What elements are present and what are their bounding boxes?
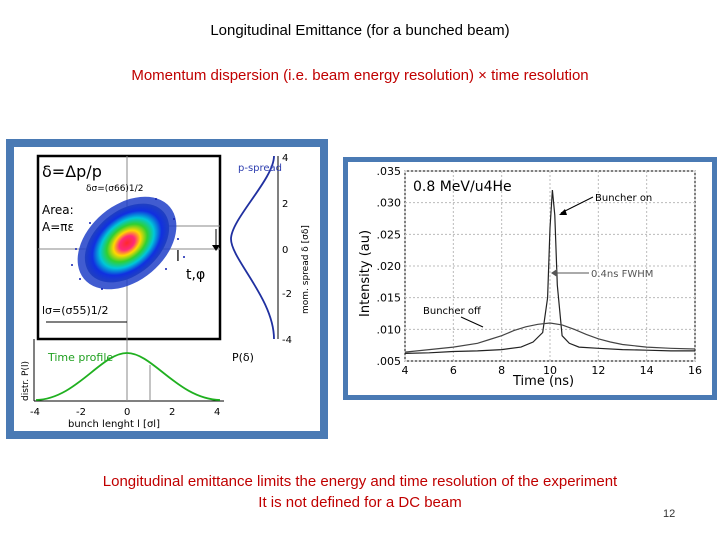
tick-layer: 4 6 8 10 12 14 16 .035 .030 .025 .020 .015 .010 .005 xyxy=(377,165,703,377)
page-number: 12 xyxy=(663,508,676,520)
delta-sigma-label: δσ=(σ66)1/2 xyxy=(86,184,143,194)
footer-line-1: Longitudinal emittance limits the energy… xyxy=(102,473,618,490)
time-profile-curve xyxy=(35,352,221,401)
x-tick-label: 10 xyxy=(543,364,557,377)
bottom-axis-label: bunch lenght l [σl] xyxy=(68,419,160,430)
p-spread-curve xyxy=(230,155,275,340)
y-tick-label: .025 xyxy=(377,228,402,241)
footer-line-2: It is not defined for a DC beam xyxy=(258,494,462,511)
y-tick-label: .035 xyxy=(377,165,402,178)
diagram-background xyxy=(14,147,320,431)
emittance-halo-dots xyxy=(71,198,185,290)
time-profile-label: Time profile xyxy=(47,351,113,364)
emittance-ellipse xyxy=(77,196,177,290)
left-axis-label: distr. P(l) xyxy=(21,361,31,401)
x-tick-label: 12 xyxy=(591,364,605,377)
fwhm-label: 0.4ns FWHM xyxy=(591,269,653,280)
x-tick-label: 16 xyxy=(688,364,702,377)
series-buncher-off xyxy=(404,322,696,353)
x-tick-label: 14 xyxy=(640,364,654,377)
buncher-off-label: Buncher off xyxy=(423,306,482,317)
area-formula: A=πε xyxy=(42,220,74,234)
y-axis-label: Intensity (au) xyxy=(358,230,373,317)
bottom-tick-minus-4: -4 xyxy=(30,407,40,418)
x-axis-label: Time (ns) xyxy=(512,374,574,389)
x-tick-label: 6 xyxy=(450,364,457,377)
p-spread-label: p-spread xyxy=(238,163,282,174)
bottom-tick-0: 0 xyxy=(124,407,130,418)
y-tick-label: .010 xyxy=(377,323,402,336)
right-tick-minus-2: -2 xyxy=(282,289,292,300)
right-tick-4: 4 xyxy=(282,153,288,164)
phase-space-box xyxy=(36,154,222,341)
t-phi-label: t,φ xyxy=(186,267,205,283)
intensity-chart-frame: 4 6 8 10 12 14 16.035.030.025.020.015.010.005 … xyxy=(343,157,717,400)
emittance-figure-frame: δ=Δp/p δσ=(σ66)1/2 Area: A=πε lσ=(σ55)1/… xyxy=(6,139,328,439)
right-tick-0: 0 xyxy=(282,245,288,256)
right-tick-minus-4: -4 xyxy=(282,335,292,346)
series-buncher-on xyxy=(404,189,695,354)
x-tick-label: 8 xyxy=(498,364,505,377)
right-axis-label: mom. spread δ [σδ] xyxy=(301,225,311,314)
y-tick-label: .005 xyxy=(377,355,402,368)
delta-definition: δ=Δp/p xyxy=(42,162,102,181)
bottom-tick-4: 4 xyxy=(214,407,220,418)
y-tick-label: .020 xyxy=(377,260,402,273)
l-label: l xyxy=(176,249,180,265)
l-sigma-label: lσ=(σ55)1/2 xyxy=(42,304,109,317)
slide-subtitle: Momentum dispersion (i.e. beam energy re… xyxy=(131,67,589,84)
x-tick-label: 4 xyxy=(402,364,409,377)
emittance-diagram: δ=Δp/p δσ=(σ66)1/2 Area: A=πε lσ=(σ55)1/… xyxy=(14,147,320,431)
y-tick-label: .030 xyxy=(377,197,402,210)
intensity-chart: 4 6 8 10 12 14 16.035.030.025.020.015.010.005 … xyxy=(348,162,712,395)
slide-title: Longitudinal Emittance (for a bunched be… xyxy=(210,22,510,39)
bottom-tick-2: 2 xyxy=(169,407,175,418)
right-tick-2: 2 xyxy=(282,199,288,210)
buncher-on-label: Buncher on xyxy=(595,193,652,204)
series-layer xyxy=(404,189,696,354)
area-label: Area: xyxy=(42,203,74,217)
energy-annotation: 0.8 MeV/u4He xyxy=(413,179,512,195)
y-tick-label: .015 xyxy=(377,292,402,305)
p-delta-label: P(δ) xyxy=(232,351,254,364)
bottom-tick-minus-2: -2 xyxy=(76,407,86,418)
